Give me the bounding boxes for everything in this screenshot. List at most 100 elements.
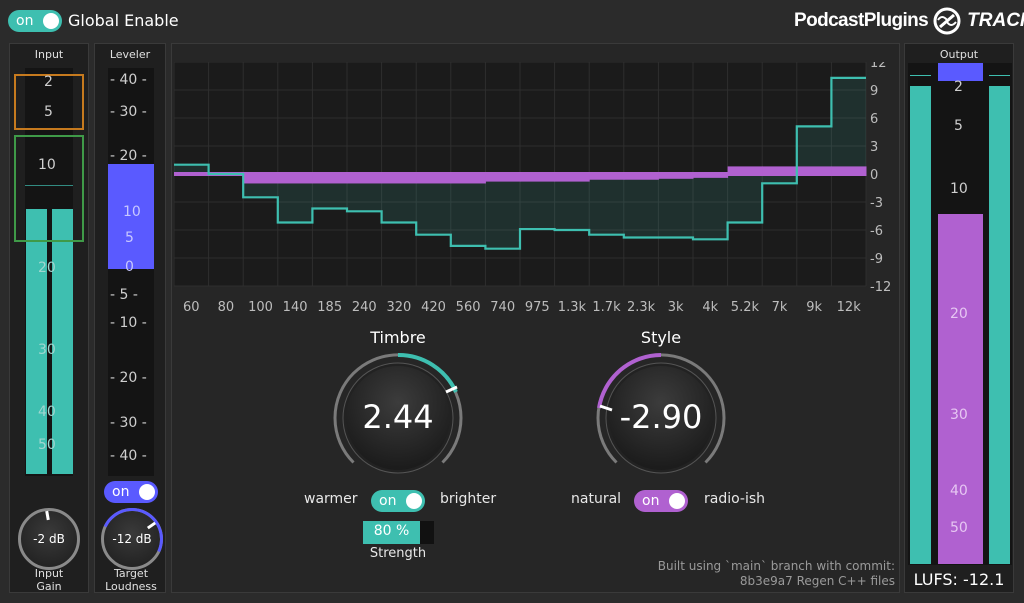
output-scale-30: 30	[950, 407, 968, 423]
strength-label: Strength	[369, 546, 427, 561]
leveler-scale-3: 10	[123, 204, 141, 220]
leveler-scale-4: 5	[125, 230, 134, 246]
build-info-line1: Built using `main` branch with commit:	[657, 559, 895, 573]
eq-y-tick-label: -3	[870, 196, 883, 211]
output-meter-left-bar	[910, 86, 931, 564]
eq-y-tick-label: 6	[870, 112, 878, 127]
leveler-scale-9: - 30 -	[110, 415, 147, 431]
eq-purple-segment	[727, 166, 763, 176]
eq-x-tick-label: 9k	[806, 300, 822, 315]
eq-teal-area	[174, 77, 866, 249]
leveler-gain-bar	[108, 164, 154, 269]
eq-purple-segment	[589, 172, 625, 180]
target-loudness-label-line1: Target	[113, 567, 149, 580]
leveler-toggle[interactable]: on	[104, 481, 158, 503]
style-knob-track	[596, 353, 726, 464]
leveler-scale-6: - 5 -	[110, 287, 138, 303]
toggle-knob	[669, 493, 685, 509]
style-left-label: natural	[571, 491, 622, 507]
input-range-green	[14, 135, 84, 242]
eq-x-tick-label: 1.7k	[592, 300, 621, 315]
eq-purple-segment	[450, 172, 486, 184]
eq-purple-segment	[485, 172, 521, 182]
eq-purple-segment	[277, 172, 313, 184]
output-scale-10: 10	[950, 181, 968, 197]
strength-slider[interactable]: 80 %	[363, 521, 434, 544]
eq-purple-segment	[623, 172, 659, 180]
timbre-title: Timbre	[370, 328, 426, 347]
global-enable-label: Global Enable	[68, 11, 179, 30]
build-info: Built using `main` branch with commit: 8…	[658, 559, 895, 589]
input-scale-2: 2	[44, 74, 53, 90]
eq-x-tick-label: 60	[183, 300, 200, 315]
eq-purple-segment	[381, 172, 417, 184]
eq-purple-segment	[243, 172, 279, 184]
eq-purple-segment	[554, 172, 590, 182]
eq-x-tick-label: 80	[218, 300, 235, 315]
output-scale-5: 5	[954, 118, 963, 134]
build-info-line2: 8b3e9a7 Regen C++ files	[739, 574, 895, 588]
output-scale-40: 40	[950, 483, 968, 499]
style-title: Style	[640, 328, 682, 347]
input-range-orange	[14, 74, 84, 130]
global-enable-toggle[interactable]: on	[8, 10, 62, 32]
input-meter-right-bar	[52, 209, 73, 474]
style-knob-value-arc	[597, 353, 662, 409]
target-loudness-knob[interactable]: -12 dB	[101, 508, 163, 570]
leveler-scale-2: - 20 -	[110, 148, 147, 164]
style-toggle[interactable]: on	[634, 490, 688, 512]
eq-x-tick-label: 140	[283, 300, 308, 315]
leveler-scale-0: - 40 -	[110, 72, 147, 88]
lufs-readout: LUFS: -12.1	[913, 570, 1005, 589]
eq-purple-segment	[347, 172, 383, 184]
eq-purple-segment	[520, 172, 556, 182]
output-title: Output	[939, 48, 979, 61]
leveler-panel: Leveler - 40 - - 30 - - 20 - 10 5 0 - 5 …	[92, 43, 172, 593]
style-knob[interactable]	[591, 348, 731, 488]
leveler-scale-10: - 40 -	[110, 448, 147, 464]
eq-y-tick-label: 9	[870, 84, 878, 99]
input-gain-label-line2: Gain	[36, 580, 62, 593]
output-scale-50: 50	[950, 520, 968, 536]
input-meter	[14, 68, 84, 476]
timbre-value: 2.44	[362, 398, 434, 436]
leveler-scale-8: - 20 -	[110, 370, 147, 386]
eq-purple-segment	[762, 166, 798, 176]
input-gain-label: Input Gain	[10, 567, 88, 593]
eq-x-tick-label: 12k	[837, 300, 862, 315]
input-scale-30: 30	[38, 342, 56, 358]
brand-name: PodcastPlugins	[794, 10, 929, 31]
eq-x-tick-label: 560	[456, 300, 481, 315]
eq-graph: 12 9 6 3 0 -3 -6 -9 -12 60 80 100 140 185 240 320 420 560…	[174, 62, 891, 315]
eq-purple-segment	[796, 166, 832, 176]
input-scale-20: 20	[38, 260, 56, 276]
input-peak-line	[25, 185, 73, 186]
input-scale-40: 40	[38, 404, 56, 420]
leveler-scale-5: 0	[125, 259, 134, 275]
timbre-knob-pointer	[445, 385, 458, 394]
eq-x-tick-label: 420	[421, 300, 446, 315]
eq-y-tick-label: -6	[870, 224, 883, 239]
eq-purple-segment	[658, 172, 694, 179]
leveler-meter	[108, 68, 154, 476]
timbre-knob[interactable]	[328, 348, 468, 488]
eq-purple-segment	[416, 172, 452, 184]
eq-x-tick-label: 975	[525, 300, 550, 315]
style-value: -2.90	[619, 398, 703, 436]
timbre-toggle[interactable]: on	[371, 490, 425, 512]
input-meter-left-bar	[26, 209, 47, 474]
output-scale-20: 20	[950, 306, 968, 322]
timbre-knob-value-arc	[397, 352, 458, 393]
target-loudness-label: Target Loudness	[95, 567, 167, 593]
eq-x-tick-label: 2.3k	[627, 300, 656, 315]
target-loudness-label-line2: Loudness	[105, 580, 157, 593]
output-scale-2: 2	[954, 79, 963, 95]
target-loudness-value: -12 dB	[112, 532, 152, 546]
eq-y-tick-label: 0	[870, 168, 878, 183]
eq-x-tick-label: 4k	[702, 300, 718, 315]
toggle-knob	[43, 13, 59, 29]
eq-x-tick-label: 7k	[772, 300, 788, 315]
eq-purple-segment	[174, 172, 210, 176]
eq-y-tick-label: 3	[870, 140, 878, 155]
input-title: Input	[34, 48, 64, 61]
